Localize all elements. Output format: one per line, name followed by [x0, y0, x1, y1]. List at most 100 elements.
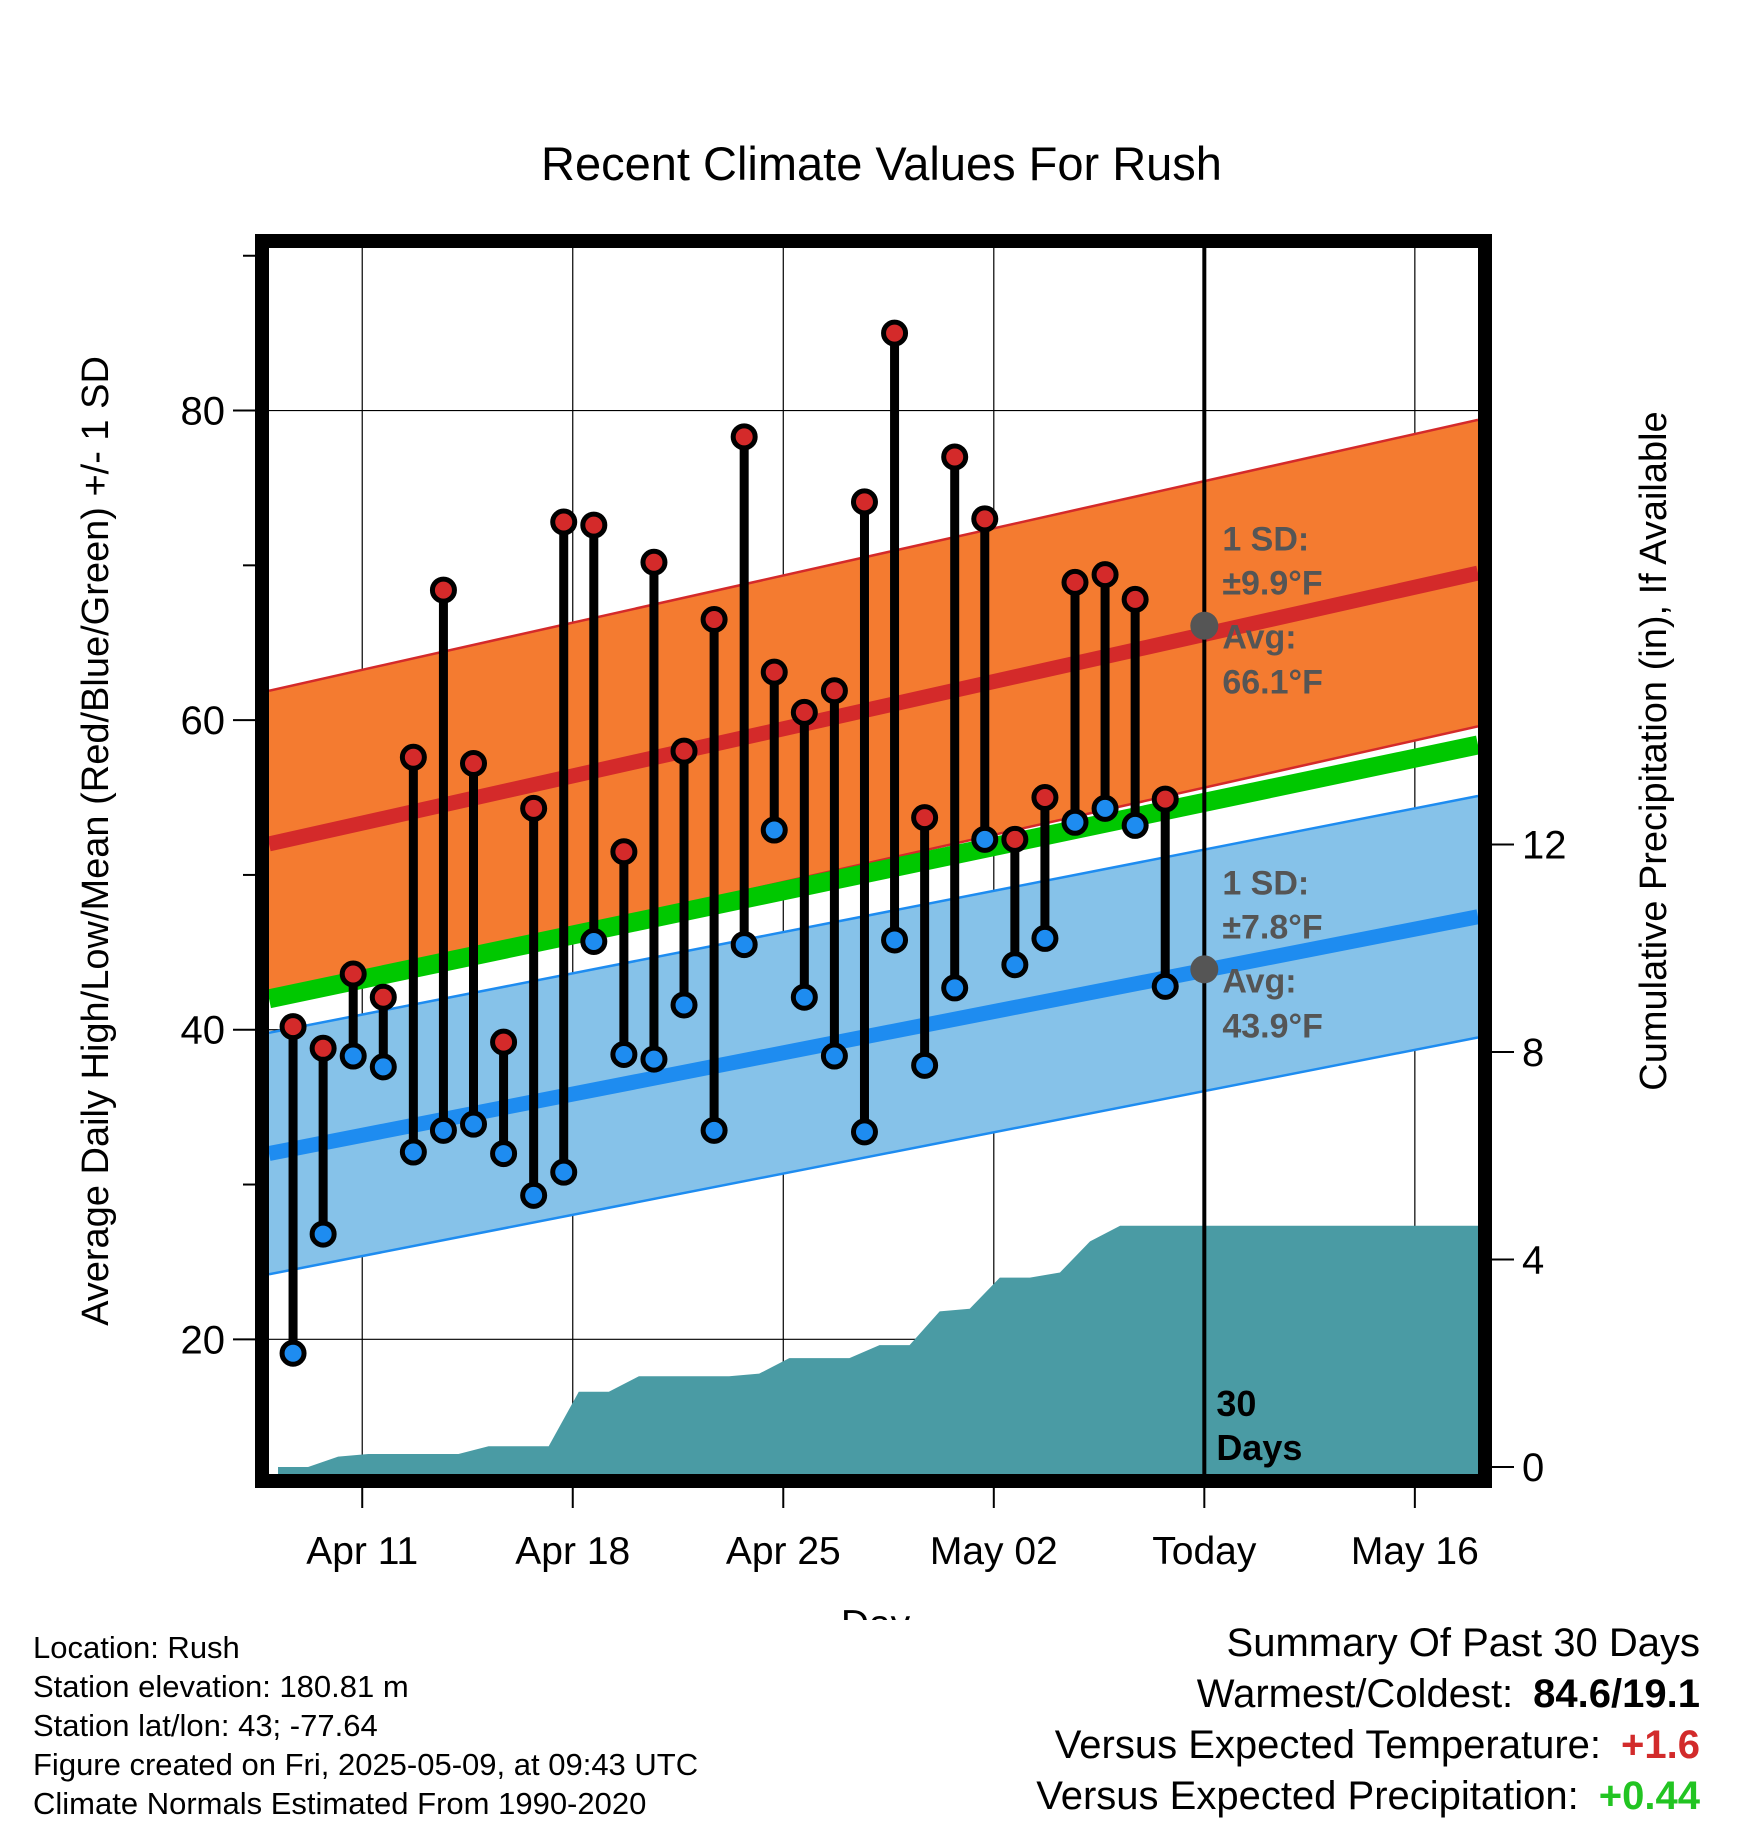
high-sd-band-upper-edge [269, 418, 1478, 692]
high-avg-value: 66.1°F [1222, 664, 1323, 702]
low-sd-label: 1 SD: [1222, 864, 1309, 902]
y2-tick-label: 12 [1522, 824, 1567, 868]
daily-high-point [309, 1034, 337, 1062]
daily-low-point [1031, 924, 1059, 952]
today-days-label: 30 [1216, 1383, 1256, 1424]
y2-tick-label: 0 [1522, 1446, 1544, 1490]
daily-high-point [941, 443, 969, 471]
daily-high-point [339, 960, 367, 988]
daily-low-point [790, 983, 818, 1011]
daily-low-point [580, 927, 608, 955]
x-tick-label: Today [1152, 1530, 1257, 1573]
summary-temp-row: Versus Expected Temperature: +1.6 [1036, 1720, 1700, 1771]
plot-frame [255, 234, 1492, 1488]
daily-low-point [941, 974, 969, 1002]
daily-low-point [279, 1339, 307, 1367]
y-tick-label: 60 [181, 699, 226, 743]
y-tick-label: 40 [181, 1009, 226, 1053]
daily-high-point [820, 677, 848, 705]
daily-high-point [1061, 568, 1089, 596]
daily-low-point [911, 1051, 939, 1079]
daily-low-point [490, 1140, 518, 1168]
daily-high-point [1001, 825, 1029, 853]
location-text: Location: Rush [33, 1630, 240, 1665]
daily-high-point [881, 319, 909, 347]
station-info: Location: Rush Station elevation: 180.81… [33, 1628, 698, 1823]
daily-low-point [760, 816, 788, 844]
daily-low-point [309, 1220, 337, 1248]
daily-high-point [460, 749, 488, 777]
summary-precip-row: Versus Expected Precipitation: +0.44 [1036, 1771, 1700, 1822]
daily-high-point [369, 983, 397, 1011]
daily-low-point [670, 991, 698, 1019]
daily-high-point [429, 576, 457, 604]
x-tick-label: Apr 25 [726, 1530, 841, 1573]
daily-high-point [580, 511, 608, 539]
daily-low-point [730, 931, 758, 959]
high-sd-value: ±9.9°F [1222, 565, 1322, 603]
daily-high-point [520, 794, 548, 822]
daily-low-point [339, 1042, 367, 1070]
low-avg-label: Avg: [1222, 962, 1296, 1000]
x-tick-label: May 02 [930, 1530, 1058, 1573]
low-sd-value: ±7.8°F [1222, 908, 1322, 946]
daily-high-point [790, 698, 818, 726]
daily-low-point [971, 825, 999, 853]
high-sd-label: 1 SD: [1222, 521, 1309, 559]
chart-title: Recent Climate Values For Rush [541, 137, 1222, 190]
summary-title: Summary Of Past 30 Days [1226, 1621, 1700, 1665]
daily-high-point [610, 838, 638, 866]
daily-low-point [881, 926, 909, 954]
precip-area [278, 1225, 1478, 1474]
daily-high-point [760, 658, 788, 686]
daily-high-point [971, 505, 999, 533]
y2-tick-label: 4 [1522, 1239, 1544, 1283]
daily-low-point [429, 1116, 457, 1144]
x-tick-label: May 16 [1351, 1530, 1479, 1573]
y-axis-title: Average Daily High/Low/Mean (Red/Blue/Gr… [75, 356, 117, 1326]
elevation-text: Station elevation: 180.81 m [33, 1669, 409, 1704]
daily-low-point [850, 1118, 878, 1146]
daily-low-point [700, 1116, 728, 1144]
daily-high-point [1121, 585, 1149, 613]
daily-low-point [1001, 951, 1029, 979]
low-avg-value: 43.9°F [1222, 1007, 1323, 1045]
x-axis-title: Day [841, 1603, 911, 1620]
temp-value: +1.6 [1621, 1723, 1700, 1767]
daily-high-point [670, 737, 698, 765]
y-tick-label: 20 [181, 1318, 226, 1362]
daily-low-point [399, 1138, 427, 1166]
latlon-text: Station lat/lon: 43; -77.64 [33, 1708, 378, 1743]
summary-warmest-row: Warmest/Coldest: 84.6/19.1 [1036, 1669, 1700, 1720]
high-avg-label: Avg: [1222, 619, 1296, 657]
temp-label: Versus Expected Temperature: [1054, 1723, 1602, 1767]
daily-low-point [1091, 794, 1119, 822]
daily-low-point [1151, 972, 1179, 1000]
y2-axis-title: Cumulative Precipitation (in), If Availa… [1633, 411, 1675, 1090]
y-tick-label: 80 [181, 390, 226, 434]
daily-low-point [640, 1045, 668, 1073]
daily-high-point [850, 488, 878, 516]
daily-low-point [1121, 811, 1149, 839]
precip-value: +0.44 [1598, 1774, 1700, 1818]
daily-high-point [1091, 561, 1119, 589]
normals-text: Climate Normals Estimated From 1990-2020 [33, 1786, 647, 1821]
daily-high-point [490, 1028, 518, 1056]
warmest-value: 84.6/19.1 [1533, 1672, 1700, 1716]
daily-low-point [610, 1040, 638, 1068]
daily-high-point [730, 423, 758, 451]
daily-high-point [550, 508, 578, 536]
daily-low-point [820, 1042, 848, 1070]
daily-high-point [1151, 785, 1179, 813]
today-days-label: Days [1216, 1427, 1302, 1468]
y2-tick-label: 8 [1522, 1031, 1544, 1075]
daily-high-point [700, 606, 728, 634]
precip-label: Versus Expected Precipitation: [1036, 1774, 1579, 1818]
x-tick-label: Apr 11 [306, 1530, 418, 1573]
daily-low-point [460, 1110, 488, 1138]
summary-panel: Summary Of Past 30 Days Warmest/Coldest:… [1036, 1618, 1700, 1822]
today-high-avg-marker [1190, 611, 1219, 640]
daily-high-point [1031, 784, 1059, 812]
created-text: Figure created on Fri, 2025-05-09, at 09… [33, 1747, 699, 1782]
